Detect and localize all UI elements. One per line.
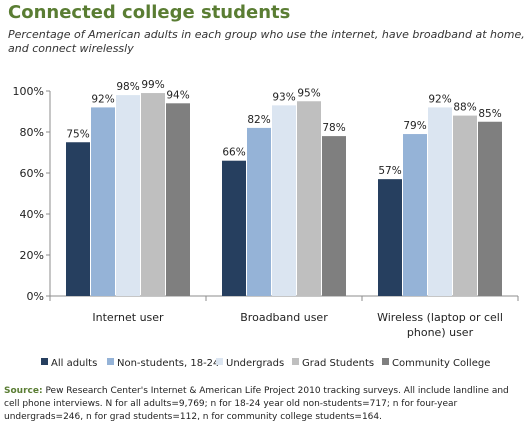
data-label: 94% xyxy=(166,89,189,101)
x-category-label: phone) user xyxy=(407,326,474,339)
bar xyxy=(222,160,246,296)
data-label: 92% xyxy=(428,93,451,105)
data-label: 78% xyxy=(322,122,345,134)
legend-swatch xyxy=(292,358,299,365)
bar xyxy=(166,103,190,296)
data-label: 75% xyxy=(66,128,89,140)
y-tick-label: 20% xyxy=(20,249,44,262)
bar xyxy=(116,95,140,296)
data-label: 66% xyxy=(222,147,245,159)
bar xyxy=(403,134,427,296)
bar xyxy=(66,142,90,296)
x-category-label: Internet user xyxy=(92,311,164,324)
source-text: Pew Research Center's Internet & America… xyxy=(4,386,509,422)
y-tick-label: 0% xyxy=(27,290,44,303)
chart-subtitle: Percentage of American adults in each gr… xyxy=(8,28,525,55)
bar xyxy=(272,105,296,296)
bar xyxy=(478,121,502,296)
data-label: 82% xyxy=(247,114,270,126)
data-label: 85% xyxy=(478,108,501,120)
legend-swatch xyxy=(107,358,114,365)
data-label: 93% xyxy=(272,91,295,103)
data-label: 95% xyxy=(297,87,320,99)
legend-swatch xyxy=(382,358,389,365)
bar xyxy=(297,101,321,296)
x-category-label: Wireless (laptop or cell xyxy=(377,311,503,324)
y-tick-label: 100% xyxy=(13,85,44,98)
y-tick-label: 40% xyxy=(20,208,44,221)
legend-label: Undergrads xyxy=(226,358,284,369)
bar xyxy=(322,136,346,296)
source-note: Source: Pew Research Center's Internet &… xyxy=(4,385,524,424)
source-label: Source: xyxy=(4,386,43,396)
data-label: 98% xyxy=(116,81,139,93)
legend-label: Non-students, 18-24 xyxy=(117,358,219,369)
data-label: 92% xyxy=(91,93,114,105)
legend-label: Grad Students xyxy=(302,358,374,369)
bar xyxy=(91,107,115,297)
bar xyxy=(141,93,165,296)
data-label: 99% xyxy=(141,79,164,91)
bar xyxy=(453,115,477,296)
legend-swatch xyxy=(216,358,223,365)
legend-label: Community College xyxy=(392,358,490,369)
bar xyxy=(378,179,402,296)
data-label: 57% xyxy=(378,165,401,177)
chart-title: Connected college students xyxy=(8,2,291,23)
y-tick-label: 60% xyxy=(20,167,44,180)
y-tick-label: 80% xyxy=(20,126,44,139)
bar xyxy=(428,107,452,297)
data-label: 88% xyxy=(453,102,476,114)
data-label: 79% xyxy=(403,120,426,132)
x-category-label: Broadband user xyxy=(240,311,328,324)
legend-label: All adults xyxy=(51,358,97,369)
legend-swatch xyxy=(41,358,48,365)
bar xyxy=(247,127,271,297)
